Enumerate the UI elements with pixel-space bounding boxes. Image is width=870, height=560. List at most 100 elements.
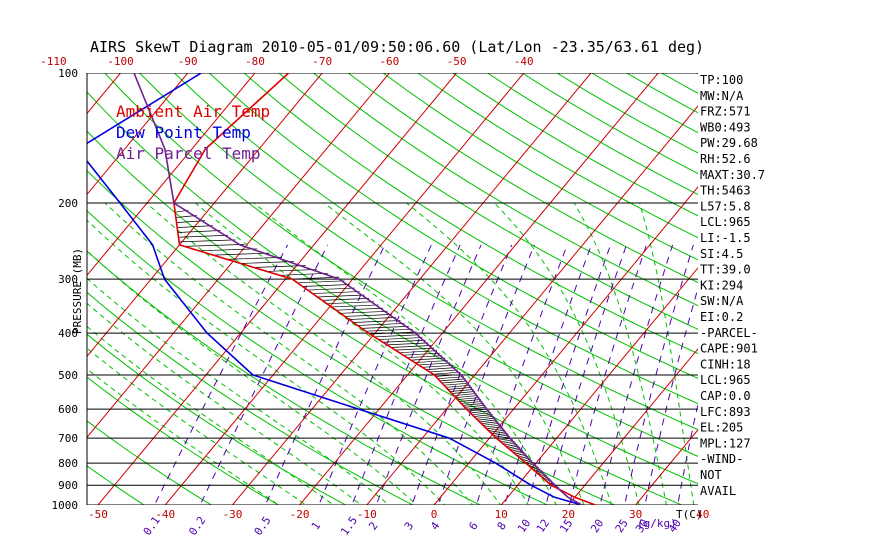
isotherm bbox=[500, 267, 698, 505]
cape-hatch-line bbox=[447, 387, 473, 390]
cape-hatch-line bbox=[240, 261, 294, 264]
temp-tick-label: 0 bbox=[431, 508, 438, 521]
cape-hatch-line bbox=[312, 291, 360, 294]
dry-adiabat bbox=[835, 73, 870, 514]
mixing-ratio-tick-label: 10 bbox=[515, 517, 533, 535]
mixing-ratio-tick-label: 2 bbox=[366, 520, 380, 533]
pressure-tick-label: 900 bbox=[58, 479, 78, 492]
temp-tick-label: -40 bbox=[155, 508, 175, 521]
dry-adiabat bbox=[174, 73, 698, 405]
cape-hatch-line bbox=[357, 323, 405, 326]
mixing-ratio-tick-label: 6 bbox=[466, 520, 480, 533]
moist-adiabat bbox=[323, 202, 585, 505]
cape-hatch-line bbox=[386, 342, 429, 346]
dry-adiabat bbox=[87, 420, 213, 505]
mixing-ratio-line bbox=[318, 244, 432, 505]
cape-hatch-line bbox=[483, 422, 500, 426]
moist-adiabat bbox=[87, 368, 280, 505]
mixing-ratio-tick-label: 25 bbox=[613, 517, 631, 535]
cape-hatch-line bbox=[177, 225, 213, 228]
mixing-ratio-line bbox=[526, 244, 612, 505]
cape-hatch-line bbox=[461, 401, 483, 404]
index-label: EL:205 bbox=[700, 421, 743, 435]
cape-hatch-line bbox=[266, 269, 318, 272]
dry-adiabat bbox=[87, 376, 280, 505]
isotherm bbox=[0, 73, 53, 505]
cape-hatch-line bbox=[382, 339, 426, 343]
cape-hatch-line bbox=[213, 252, 270, 256]
pressure-tick-label: 600 bbox=[58, 403, 78, 416]
pressure-tick-label: 700 bbox=[58, 432, 78, 445]
dry-adiabat bbox=[87, 250, 482, 505]
moist-adiabat bbox=[406, 202, 613, 505]
mixing-ratio-line bbox=[351, 244, 461, 505]
mixing-ratio-tick-label: 0.5 bbox=[252, 514, 274, 538]
cape-hatch-line bbox=[353, 320, 401, 323]
pressure-tick-label: 400 bbox=[58, 327, 78, 340]
index-label: WB0:493 bbox=[700, 120, 751, 134]
isotherm bbox=[164, 73, 525, 505]
cape-hatch-line bbox=[344, 314, 392, 317]
cape-hatch-line bbox=[369, 331, 417, 335]
dry-adiabat bbox=[417, 73, 698, 239]
mixing-ratio-tick-label: 1 bbox=[309, 520, 323, 533]
cape-hatch-line bbox=[198, 248, 258, 252]
cape-hatch-line bbox=[307, 287, 355, 291]
index-label: LCL:965 bbox=[700, 215, 751, 229]
index-label: LFC:893 bbox=[700, 405, 751, 419]
cape-hatch-line bbox=[435, 374, 463, 377]
mixing-ratio-tick-label: 30 bbox=[633, 517, 651, 535]
index-label: PW:29.68 bbox=[700, 136, 758, 150]
isotherm bbox=[568, 348, 698, 505]
mixing-ratio-line bbox=[545, 244, 627, 505]
mixing-ratio-tick-label: 40 bbox=[666, 517, 684, 535]
dry-adiabat bbox=[243, 73, 698, 355]
thermo-grid bbox=[0, 73, 870, 514]
chart-title: AIRS SkewT Diagram 2010-05-01/09:50:06.6… bbox=[90, 38, 704, 56]
dry-adiabat bbox=[313, 73, 698, 307]
temp-unit-label: T(C) bbox=[676, 508, 703, 521]
index-label: NOT bbox=[700, 468, 722, 482]
cape-hatch-line bbox=[484, 424, 501, 428]
cape-hatch-line bbox=[302, 284, 350, 287]
cape-hatch-line bbox=[433, 371, 461, 375]
cape-hatch-line bbox=[407, 355, 443, 359]
pressure-tick-label: 200 bbox=[58, 197, 78, 210]
cape-hatch-line bbox=[395, 347, 435, 351]
cape-hatch-line bbox=[253, 265, 306, 268]
dry-adiabat bbox=[382, 73, 698, 261]
index-label: CAPE:901 bbox=[700, 342, 758, 356]
cape-hatch-line bbox=[399, 350, 437, 354]
index-label: SW:N/A bbox=[700, 294, 744, 308]
legend-dewpoint: Dew Point Temp bbox=[116, 123, 251, 142]
isotherm bbox=[87, 73, 256, 277]
cape-hatch-line bbox=[184, 244, 245, 247]
index-label: MAXT:30.7 bbox=[700, 168, 765, 182]
cape-hatch-line bbox=[297, 280, 345, 284]
dry-adiabat bbox=[87, 333, 347, 505]
mixing-ratio-tick-label: 3 bbox=[402, 520, 416, 533]
moist-adiabat bbox=[87, 347, 307, 505]
mixing-ratio-tick-label: 4 bbox=[428, 519, 443, 532]
cape-hatch-line bbox=[437, 376, 465, 380]
index-label: SI:4.5 bbox=[700, 247, 743, 261]
cape-hatch-line bbox=[326, 301, 374, 305]
mixing-ratio-line bbox=[644, 286, 698, 505]
mixing-ratio-line bbox=[154, 244, 289, 505]
moist-adiabat bbox=[104, 202, 474, 505]
cape-hatch-line bbox=[365, 328, 413, 332]
cape-hatch-line bbox=[441, 380, 468, 384]
cape-hatch-line bbox=[445, 384, 471, 388]
index-label: RH:52.6 bbox=[700, 152, 751, 166]
legend-parcel: Air Parcel Temp bbox=[116, 144, 261, 163]
dry-adiabat bbox=[347, 73, 698, 284]
top-temp-tick-label: -60 bbox=[379, 55, 399, 68]
cape-hatch-line bbox=[464, 404, 486, 408]
cape-hatch-line bbox=[449, 389, 474, 392]
temp-tick-label: 30 bbox=[629, 508, 642, 521]
temp-tick-label: -30 bbox=[222, 508, 242, 521]
cape-hatch-line bbox=[429, 369, 459, 373]
dry-adiabat bbox=[766, 73, 870, 514]
